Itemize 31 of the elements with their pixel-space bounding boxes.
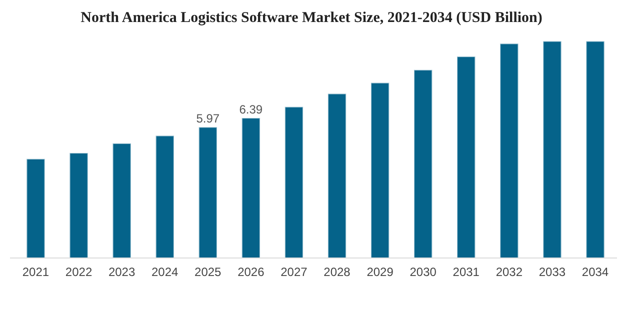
x-tick-label: 2022 <box>65 265 92 279</box>
bar <box>112 143 131 258</box>
x-tick-label: 2032 <box>496 265 523 279</box>
x-tick-label: 2033 <box>538 265 566 279</box>
x-tick-label: 2029 <box>366 265 394 279</box>
bar <box>198 127 218 258</box>
x-tick-label: 2031 <box>452 265 480 279</box>
x-tick-label: 2028 <box>324 265 351 279</box>
bar <box>242 118 260 258</box>
x-tick-label: 2026 <box>238 265 265 279</box>
bar <box>500 44 518 258</box>
x-tick-label: 2034 <box>582 265 609 279</box>
x-tick-label: 2024 <box>152 265 179 279</box>
bar <box>457 56 476 258</box>
x-tick-label: 2023 <box>108 265 136 279</box>
bar <box>156 136 174 258</box>
x-tick-label: 2030 <box>410 265 437 279</box>
data-label: 6.39 <box>239 102 263 116</box>
chart-title: North America Logistics Software Market Size, 2021-2034 (USD Billion) <box>80 10 542 26</box>
x-tick-label: 2025 <box>194 265 222 279</box>
bar <box>543 41 562 258</box>
bar <box>26 158 45 258</box>
x-tick-label: 2027 <box>280 265 308 279</box>
bar <box>586 41 604 258</box>
x-tick-label: 2021 <box>22 265 50 279</box>
bar <box>70 152 88 258</box>
data-label: 5.97 <box>196 111 220 126</box>
bar <box>284 106 304 258</box>
bar <box>328 94 346 258</box>
bar <box>370 82 390 258</box>
bar <box>414 70 432 258</box>
